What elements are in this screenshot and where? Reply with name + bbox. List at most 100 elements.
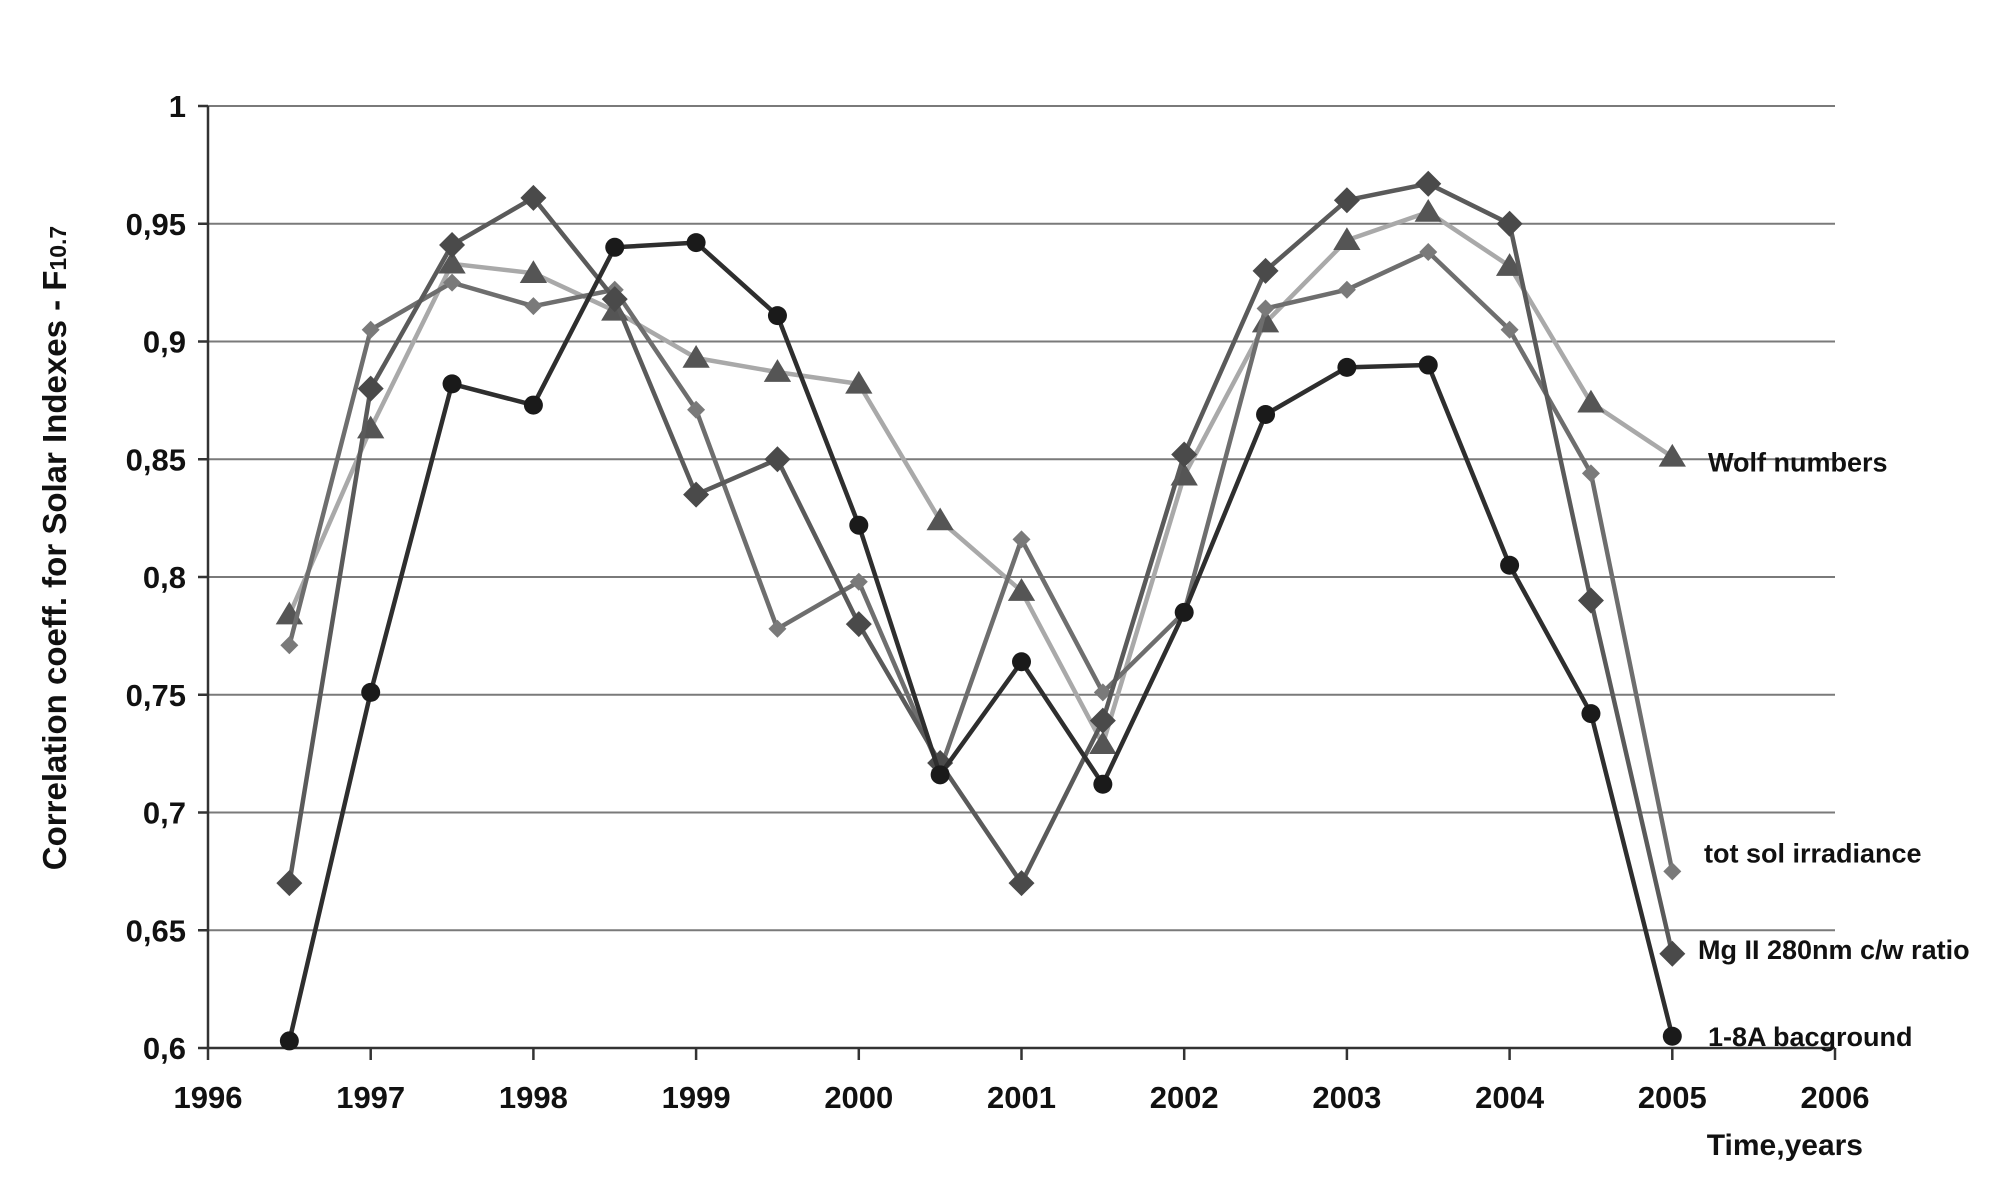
data-point bbox=[1093, 683, 1112, 702]
data-point bbox=[601, 286, 628, 313]
data-point bbox=[1333, 227, 1361, 250]
data-point bbox=[1337, 357, 1357, 377]
data-point bbox=[1337, 280, 1356, 299]
x-tick-label: 2006 bbox=[1801, 1080, 1870, 1115]
x-tick-labels: 1996 1997 1998 1999 2000 2001 2002 2003 2004 2005… bbox=[174, 1048, 1870, 1115]
data-point bbox=[361, 682, 381, 702]
data-point bbox=[1012, 652, 1031, 672]
data-point bbox=[1093, 774, 1113, 794]
data-point bbox=[1089, 731, 1117, 754]
y-tick-label: 0,65 bbox=[126, 913, 186, 948]
data-point bbox=[1663, 862, 1682, 881]
data-point bbox=[1496, 210, 1523, 237]
data-point bbox=[845, 370, 873, 394]
x-tick-label: 2000 bbox=[824, 1080, 893, 1115]
grid bbox=[208, 105, 1835, 932]
data-point bbox=[439, 231, 466, 258]
data-point bbox=[686, 233, 706, 253]
series-line bbox=[287, 249, 1675, 872]
y-tick-label: 0,7 bbox=[143, 796, 186, 831]
y-axis-title-subscript: 10.7 bbox=[45, 226, 71, 271]
x-axis-title: Time,years bbox=[1707, 1129, 1863, 1162]
data-point bbox=[1252, 257, 1279, 284]
y-tick-label: 0,6 bbox=[143, 1031, 186, 1066]
series-line bbox=[287, 240, 1675, 1042]
data-point bbox=[524, 297, 543, 316]
x-tick-label: 1999 bbox=[662, 1080, 731, 1115]
x-tick-label: 2005 bbox=[1638, 1080, 1707, 1115]
series-tot-sol-irradiance bbox=[280, 243, 1682, 881]
y-axis-title: Correlation coeff. for Solar Indexes - F… bbox=[36, 226, 73, 870]
x-tick-label: 2002 bbox=[1150, 1080, 1219, 1115]
series-label-wolf-numbers: Wolf numbers bbox=[1708, 448, 1888, 478]
data-point bbox=[1008, 870, 1035, 897]
data-point bbox=[845, 611, 872, 638]
data-point bbox=[1174, 602, 1194, 622]
data-point bbox=[1662, 1026, 1682, 1046]
data-point bbox=[1658, 443, 1686, 467]
y-tick-label: 0,8 bbox=[143, 560, 186, 595]
series bbox=[275, 170, 1686, 1051]
data-point bbox=[1333, 187, 1360, 214]
series-wolf-numbers bbox=[275, 198, 1686, 754]
data-point bbox=[1256, 299, 1275, 318]
data-point bbox=[279, 1031, 299, 1051]
data-point bbox=[523, 395, 543, 415]
data-point bbox=[357, 375, 384, 402]
data-point bbox=[682, 344, 710, 368]
y-tick-label: 0,85 bbox=[126, 442, 186, 477]
data-point bbox=[361, 320, 380, 339]
y-tick-label: 1 bbox=[169, 89, 186, 124]
data-point bbox=[763, 359, 792, 382]
series-label-mg-ii-280nm-c-w-ratio: Mg II 280nm c/w ratio bbox=[1698, 935, 1970, 965]
y-axis-title-main: Correlation coeff. for Solar Indexes - F bbox=[36, 271, 73, 871]
data-point bbox=[1419, 243, 1438, 262]
data-point bbox=[1089, 707, 1116, 734]
series-mg-ii-280nm-c-w-ratio bbox=[276, 170, 1686, 967]
data-point bbox=[764, 446, 791, 473]
data-point bbox=[438, 250, 466, 274]
data-point bbox=[1659, 940, 1686, 967]
x-tick-label: 1996 bbox=[174, 1080, 243, 1115]
data-point bbox=[849, 572, 868, 591]
series-labels: Wolf numbers tot sol irradiance Mg II 280n… bbox=[1698, 448, 1970, 1053]
data-point bbox=[1418, 355, 1438, 375]
x-tick-label: 2003 bbox=[1312, 1080, 1381, 1115]
data-point bbox=[1577, 389, 1605, 413]
series-label-tot-sol-irradiance: tot sol irradiance bbox=[1704, 839, 1922, 869]
y-tick-label: 0,75 bbox=[126, 678, 186, 713]
data-point bbox=[442, 374, 462, 394]
data-point bbox=[1256, 405, 1276, 425]
data-point bbox=[683, 481, 710, 508]
data-point bbox=[1007, 578, 1036, 601]
data-point bbox=[767, 306, 787, 326]
data-point bbox=[768, 619, 787, 638]
data-point bbox=[520, 184, 547, 211]
series-label-1-8a-bacground: 1-8A bacground bbox=[1708, 1022, 1913, 1052]
data-point bbox=[687, 400, 706, 419]
x-tick-label: 1997 bbox=[336, 1080, 405, 1115]
series-line bbox=[287, 181, 1675, 955]
data-point bbox=[1581, 464, 1600, 483]
data-point bbox=[1415, 170, 1442, 197]
data-point bbox=[849, 515, 869, 535]
data-point bbox=[276, 870, 303, 897]
y-tick-label: 0,9 bbox=[143, 325, 186, 360]
data-point bbox=[1012, 530, 1031, 549]
x-tick-label: 1998 bbox=[499, 1080, 568, 1115]
data-point bbox=[926, 507, 954, 531]
data-point bbox=[605, 237, 625, 257]
data-point bbox=[1500, 555, 1520, 575]
data-point bbox=[930, 765, 950, 785]
data-point bbox=[1500, 320, 1519, 339]
series-1-8a-bacground bbox=[279, 233, 1682, 1051]
x-tick-label: 2004 bbox=[1475, 1080, 1545, 1115]
y-tick-labels: 0,6 0,65 0,7 0,75 0,8 0,85 0,9 0,95 1 bbox=[126, 89, 208, 1066]
data-point bbox=[1414, 198, 1442, 222]
data-point bbox=[1495, 253, 1524, 276]
data-point bbox=[1577, 587, 1604, 614]
x-tick-label: 2001 bbox=[987, 1080, 1056, 1115]
data-point bbox=[1581, 704, 1601, 724]
series-line bbox=[287, 209, 1674, 747]
